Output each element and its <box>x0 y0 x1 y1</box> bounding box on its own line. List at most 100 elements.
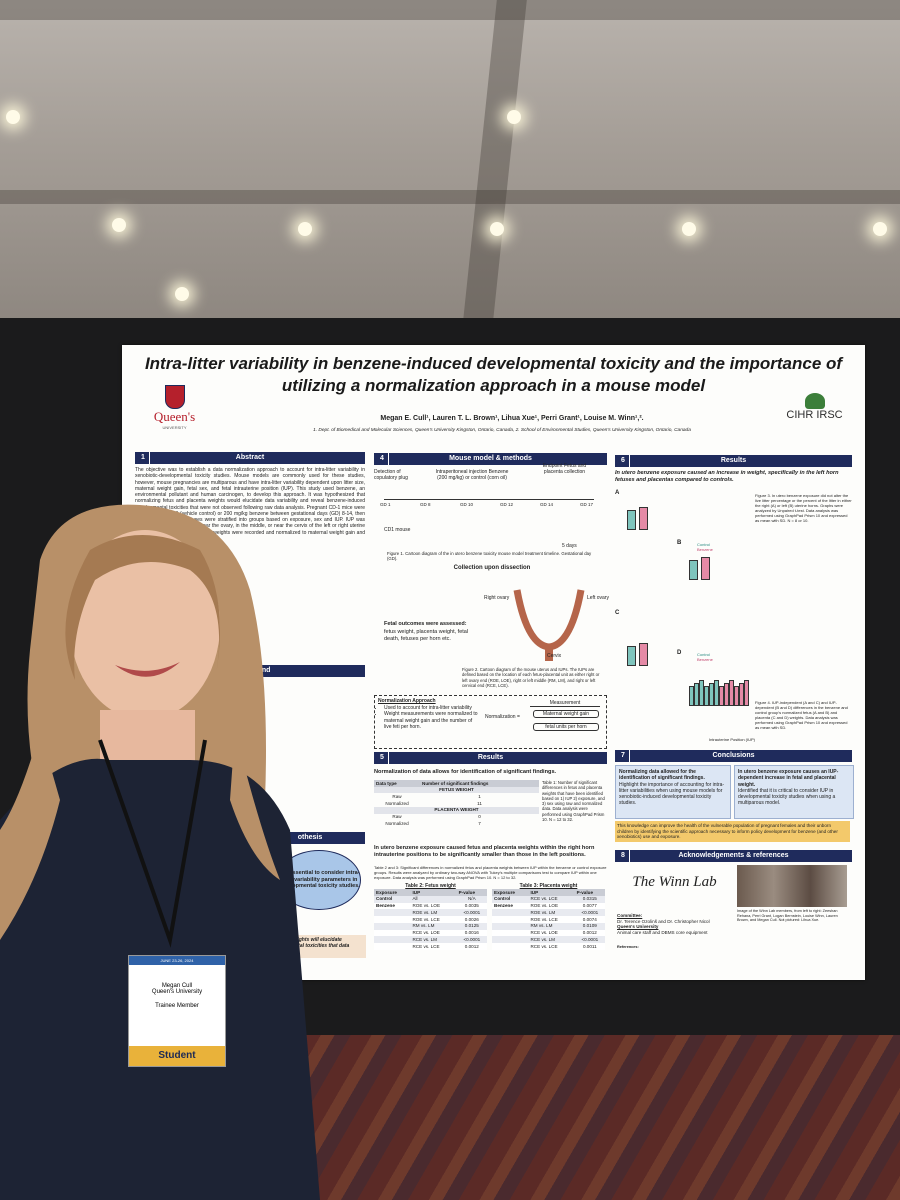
table-row: RCE vs. LOE 0.0016 <box>374 929 487 937</box>
conclusion-box: In utero benzene exposure causes an IUP-… <box>734 765 854 819</box>
section-number: 6 <box>617 455 630 467</box>
denominator: fetal units per horn <box>533 723 599 732</box>
figure-caption: Figure 2. Cartoon diagram of the mouse u… <box>462 667 600 688</box>
authors: Megan E. Cull¹, Lauren T. L. Brown¹, Lih… <box>380 415 644 422</box>
conclusion-point: In utero benzene exposure causes an IUP-… <box>738 769 839 788</box>
poster-title: Intra-litter variability in benzene-indu… <box>144 354 843 396</box>
hair-strand <box>0 730 60 940</box>
decorative-bar <box>719 686 724 706</box>
impact-box: This knowledge can improve the health of… <box>615 821 850 843</box>
badge-org: Queen's University <box>151 989 203 995</box>
table-caption: Table 2 and 3: Significant differences i… <box>374 865 607 880</box>
table-row: ROE vs. LM <0.0001 <box>374 909 487 917</box>
table-cell: RCE vs. LCE <box>530 896 558 902</box>
table-group-row: PLACENTA WEIGHT <box>374 806 539 814</box>
figure-panel: A <box>615 490 673 534</box>
numerator: Measurement <box>530 700 600 708</box>
ovary-label: Left ovary <box>587 595 609 601</box>
badge-ribbon: Student <box>129 1046 225 1066</box>
table-header-cell: P-value <box>456 889 487 896</box>
staff: Animal care staff and DBMS core equipmen… <box>617 930 708 936</box>
section-header: 1 Abstract <box>135 452 365 464</box>
table-cell: RCE vs. LOE <box>412 930 440 936</box>
table-row: ROE vs. LCE 0.0026 <box>374 916 487 923</box>
table-cell: Control <box>376 896 393 902</box>
section-number: 1 <box>137 452 150 464</box>
table-cell: Benzene <box>494 903 513 909</box>
university: Queen's University <box>617 924 659 930</box>
face <box>70 530 220 720</box>
timeline-day: GD 17 <box>580 502 594 507</box>
normalization-label: Normalization = <box>485 714 520 720</box>
timeline-label: Intraperitoneal injection Benzene (200 m… <box>435 469 509 482</box>
table-cell: 0.0315 <box>582 896 597 902</box>
references-label: References: <box>617 945 639 949</box>
conclusion-detail: Identified that it is critical to consid… <box>738 787 836 807</box>
table-1: Data type Number of significant findings F… <box>374 780 539 827</box>
normalization-bullets: Used to account for intra-litter variabi… <box>378 705 479 730</box>
table-header-cell: IUP <box>528 889 575 896</box>
committee: Committee: Dr. Terence Ozolinš and Dr. C… <box>617 913 732 936</box>
ceiling-light <box>490 222 504 236</box>
table-cell: 0.0035 <box>464 903 479 909</box>
table: Exposure IUP P-value Control RCE vs. LCE 0.03… <box>492 889 605 950</box>
table-cell: RCE vs. LCE <box>530 943 558 949</box>
section-number: 5 <box>376 752 389 764</box>
ceiling-light <box>507 110 521 124</box>
table-cell: ROE vs. LM <box>412 909 438 915</box>
ceiling-light <box>6 110 20 124</box>
logo-text: Queen's <box>153 409 196 424</box>
abstract-text: The objective was to establish a data no… <box>135 467 365 542</box>
table-cell <box>374 909 410 916</box>
table-cell: ROE vs. LOE <box>530 903 559 909</box>
panel-letter: D <box>677 650 682 656</box>
section-heading: Conclusions <box>712 752 755 759</box>
table-cell <box>492 923 528 930</box>
figure-panel: D Control Benzene <box>677 650 750 710</box>
panel-letter: C <box>615 610 620 616</box>
table-cell <box>374 936 410 943</box>
table-cell <box>374 943 410 950</box>
cervix <box>545 645 553 661</box>
section-header: 7 Conclusions <box>615 750 852 762</box>
table-cell: 0.0109 <box>582 923 597 929</box>
figure-caption: Figure 4. IUP-independent (A and C) and … <box>755 700 848 730</box>
table: Exposure IUP P-value Control All N/A Benzene RO… <box>374 889 487 950</box>
timeline-days: GD 1 GD 8 GD 10 GD 12 GD 14 GD 17 <box>380 502 594 510</box>
table-title: Table 2: Fetus weight <box>405 883 456 889</box>
table-header-cell: Exposure <box>374 889 411 896</box>
table-row: ROE vs. LM <0.0001 <box>492 909 605 917</box>
table-cell: RCE vs. LOE <box>530 930 558 936</box>
figure-caption: Figure 3. In utero benzene exposure did … <box>755 493 852 523</box>
hypothesis-text: It is essential to consider intra-litter… <box>278 869 360 890</box>
table-cell: RM vs. LM <box>412 923 435 929</box>
table-cell: RCE vs. LM <box>530 936 555 942</box>
table-cell <box>492 909 528 916</box>
table-cell: Normalized <box>385 800 409 806</box>
table-cell: <0.0001 <box>463 909 481 915</box>
table-row: Control All N/A <box>374 895 487 903</box>
conclusion-point: Normalizing data allowed for the identif… <box>619 769 705 782</box>
decorative-bar <box>704 686 709 706</box>
table-cell: All <box>412 896 418 902</box>
timeline-day: GD 12 <box>500 502 514 507</box>
panel-letter: B <box>677 540 682 546</box>
table-row: Benzene ROE vs. LOE 0.0077 <box>492 902 605 910</box>
table-cell: 1 <box>478 793 481 799</box>
beam <box>0 190 900 204</box>
lanyard <box>98 739 207 948</box>
panel-letter: A <box>615 490 620 496</box>
decorative-bar <box>709 683 714 706</box>
legend-entry: Benzene <box>697 547 713 552</box>
table-cell: 0.0016 <box>464 930 479 936</box>
table-cell: <0.0001 <box>581 936 599 942</box>
ceiling-light <box>298 222 312 236</box>
bullet: Weight measurements were normalized to m… <box>384 711 479 730</box>
ovary-label: Right ovary <box>484 595 510 601</box>
figure-panels: A B Control Benzene C D Control Benzene <box>615 490 750 706</box>
decorative-bar <box>701 557 710 580</box>
table-row: RCE vs. LOE 0.0012 <box>492 929 605 937</box>
table-header-cell: Exposure <box>492 889 529 896</box>
mouse-label: CD1 mouse <box>384 527 411 533</box>
